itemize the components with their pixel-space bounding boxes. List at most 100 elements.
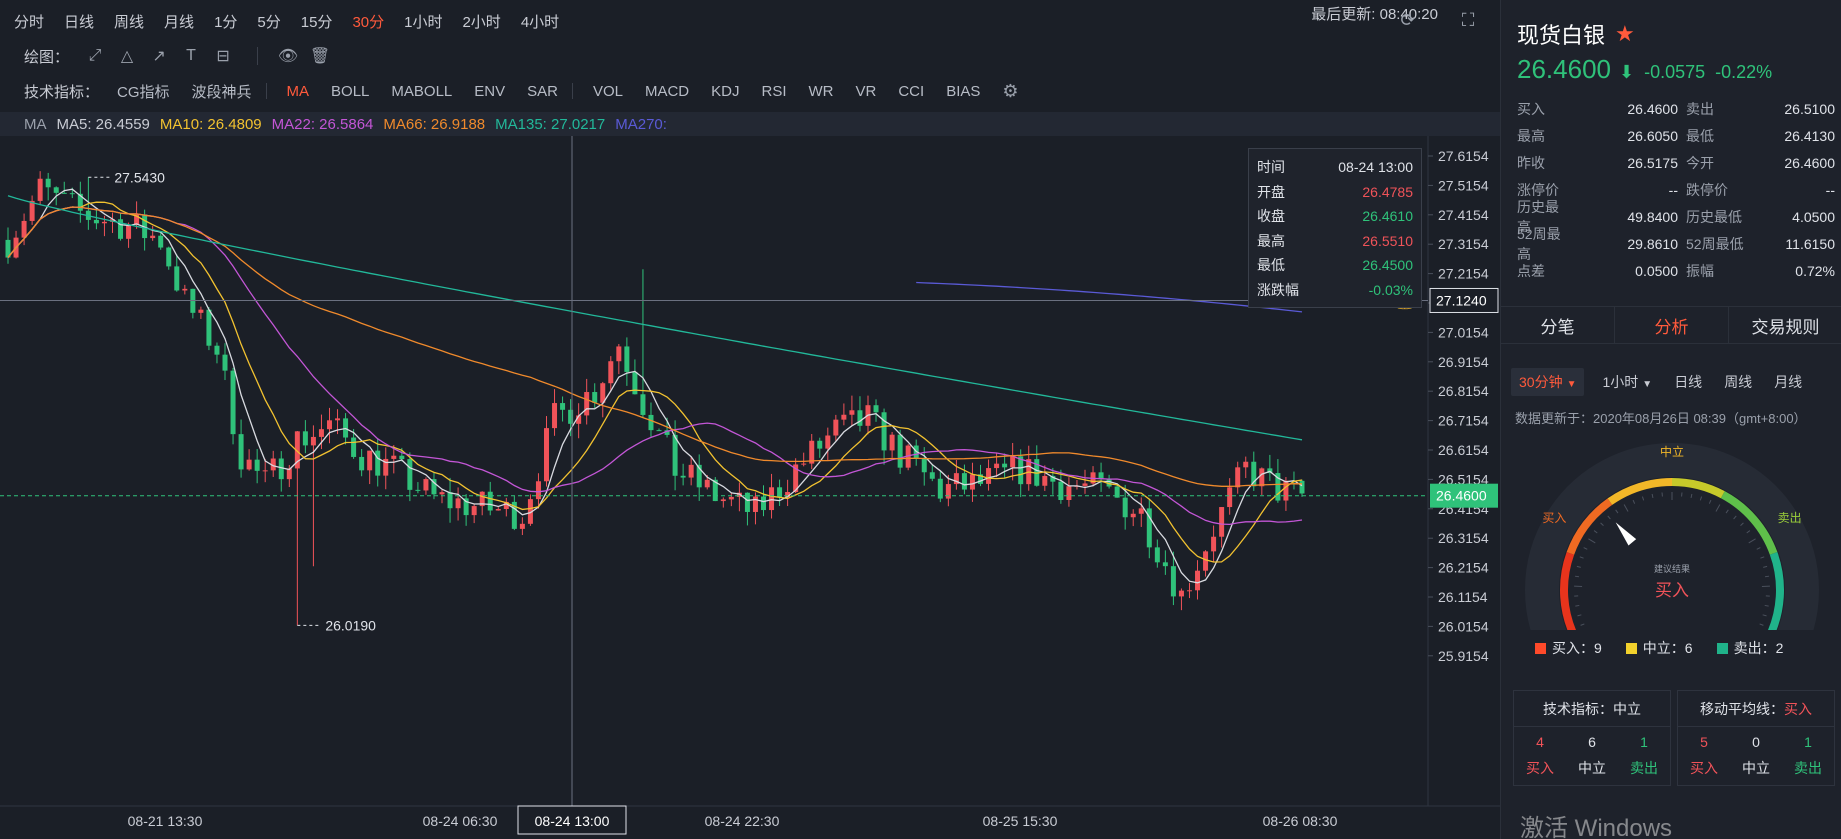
indicator-env[interactable]: ENV xyxy=(474,82,506,100)
period-6[interactable]: 15分 xyxy=(300,13,333,31)
analysis-period-2[interactable]: 日线 xyxy=(1674,372,1702,392)
quote-value: 4.0500 xyxy=(1792,208,1835,225)
period-5[interactable]: 5分 xyxy=(257,13,281,31)
period-9[interactable]: 2小时 xyxy=(462,13,501,31)
candle-body xyxy=(1114,486,1120,498)
period-7[interactable]: 30分 xyxy=(352,13,385,31)
indicator-vr[interactable]: VR xyxy=(855,82,877,100)
analysis-period-3[interactable]: 周线 xyxy=(1724,372,1752,392)
quote-row: 买入 26.4600 卖出 26.5100 xyxy=(1517,95,1835,122)
quote-key: 跌停价 xyxy=(1686,181,1728,198)
refresh-icon[interactable]: ⟳ xyxy=(1400,9,1416,30)
candle-body xyxy=(206,309,212,346)
indicator-ma[interactable]: MA xyxy=(286,82,310,100)
candle-body xyxy=(921,458,927,473)
candle-body xyxy=(29,200,35,221)
indicator-波段神兵[interactable]: 波段神兵 xyxy=(191,83,252,101)
y-tick-label: 26.9154 xyxy=(1438,354,1489,370)
last-update: 最后更新: 08:40:20 xyxy=(1311,5,1438,23)
candle-body xyxy=(527,499,533,524)
y-tick-label: 27.6154 xyxy=(1438,148,1489,164)
candle-body xyxy=(479,491,485,507)
gauge-tick xyxy=(1651,493,1654,499)
period-10[interactable]: 4小时 xyxy=(520,13,560,31)
candle-body xyxy=(302,431,308,446)
arrow-tool-icon[interactable]: ↗ xyxy=(152,48,166,65)
indicator-wr[interactable]: WR xyxy=(808,82,834,100)
tooltip-key: 最低 xyxy=(1257,257,1285,274)
legend-item: 中立：6 xyxy=(1625,638,1693,658)
candle-body xyxy=(905,445,911,468)
period-0[interactable]: 分时 xyxy=(14,13,45,31)
y-tick-label: 27.3154 xyxy=(1438,236,1489,252)
gauge-tick xyxy=(1746,530,1751,534)
candle-body xyxy=(1211,536,1217,552)
candle-body xyxy=(961,473,967,490)
price-change: -0.0575 xyxy=(1644,62,1706,82)
gauge-tick xyxy=(1615,509,1619,514)
gauge-tick xyxy=(1764,575,1770,578)
candle-body xyxy=(624,346,630,372)
star-icon[interactable]: ★ xyxy=(1615,21,1635,46)
ma66-line xyxy=(7,206,1303,487)
summary-cells: 5 买入 0 中立 1 卖出 xyxy=(1678,727,1834,785)
trash-icon[interactable]: 🗑 xyxy=(309,48,331,65)
indicator-bias[interactable]: BIAS xyxy=(946,82,981,100)
triangle-tool-icon[interactable]: △ xyxy=(120,48,134,65)
y-tick-label: 25.9154 xyxy=(1438,648,1489,664)
indicator-sar[interactable]: SAR xyxy=(527,82,558,100)
indicator-rsi[interactable]: RSI xyxy=(761,82,787,100)
candle-body xyxy=(680,475,686,478)
candle-body xyxy=(174,266,180,291)
gauge-caption: 建议结果 xyxy=(1654,563,1690,574)
indicator-maboll[interactable]: MABOLL xyxy=(391,82,453,100)
quote-value: 26.4130 xyxy=(1784,127,1835,144)
gauge-background xyxy=(1525,443,1819,630)
candle-body xyxy=(1170,566,1176,597)
candle-body xyxy=(37,178,43,201)
period-8[interactable]: 1小时 xyxy=(404,13,443,31)
line-tool-icon[interactable]: ⤢ xyxy=(88,47,102,64)
price-label-tool-icon[interactable]: ⊟ xyxy=(216,48,230,65)
gear-icon[interactable]: ⚙ xyxy=(1002,80,1019,101)
indicator-macd[interactable]: MACD xyxy=(644,82,690,100)
summary-count: 1 xyxy=(1640,734,1648,750)
tooltip-value: 26.4500 xyxy=(1362,257,1413,274)
analysis-period-1[interactable]: 1小时 ▼ xyxy=(1602,372,1652,392)
period-3[interactable]: 月线 xyxy=(164,13,195,31)
analysis-period-4[interactable]: 月线 xyxy=(1774,372,1802,392)
fullscreen-icon[interactable]: ⛶ xyxy=(1461,9,1475,30)
candle-body xyxy=(897,434,903,468)
period-1[interactable]: 日线 xyxy=(64,13,95,31)
candle-body xyxy=(969,474,975,490)
period-2[interactable]: 周线 xyxy=(114,13,145,31)
tab-1[interactable]: 分析 xyxy=(1614,307,1729,343)
legend-label: 卖出：2 xyxy=(1733,640,1784,656)
indicator-boll[interactable]: BOLL xyxy=(331,82,370,100)
period-4[interactable]: 1分 xyxy=(214,13,238,31)
y-tick-label: 26.5154 xyxy=(1438,471,1489,487)
legend-item: 卖出：2 xyxy=(1716,638,1784,658)
eye-icon[interactable]: 👁 xyxy=(277,48,299,65)
analysis-period-0[interactable]: 30分钟 ▼ xyxy=(1511,368,1585,396)
candle-body xyxy=(463,498,469,516)
indicator-cci[interactable]: CCI xyxy=(898,82,925,100)
ma-value: MA66: 26.9188 xyxy=(383,115,486,133)
candle-body xyxy=(937,478,943,499)
indicator-cg指标[interactable]: CG指标 xyxy=(117,83,170,101)
tooltip-value: 08-24 13:00 xyxy=(1338,159,1413,176)
candle-body xyxy=(777,487,783,498)
candle-body xyxy=(696,464,702,488)
text-tool-icon[interactable]: T xyxy=(186,47,196,64)
candle-body xyxy=(672,434,678,476)
candle-body xyxy=(134,214,140,225)
candle-body xyxy=(1283,480,1289,501)
indicator-vol[interactable]: VOL xyxy=(592,82,623,100)
tooltip-key: 收盘 xyxy=(1257,208,1285,225)
candle-body xyxy=(503,501,509,510)
tab-2[interactable]: 交易规则 xyxy=(1751,317,1820,337)
indicator-kdj[interactable]: KDJ xyxy=(711,82,740,100)
quote-table: 买入 26.4600 卖出 26.5100 最高 26.6050 最低 26.4130 昨收 26… xyxy=(1517,95,1835,284)
tab-0[interactable]: 分笔 xyxy=(1540,317,1575,337)
candlestick-chart[interactable]: 27.615427.515427.415427.315427.215427.11… xyxy=(0,136,1500,839)
